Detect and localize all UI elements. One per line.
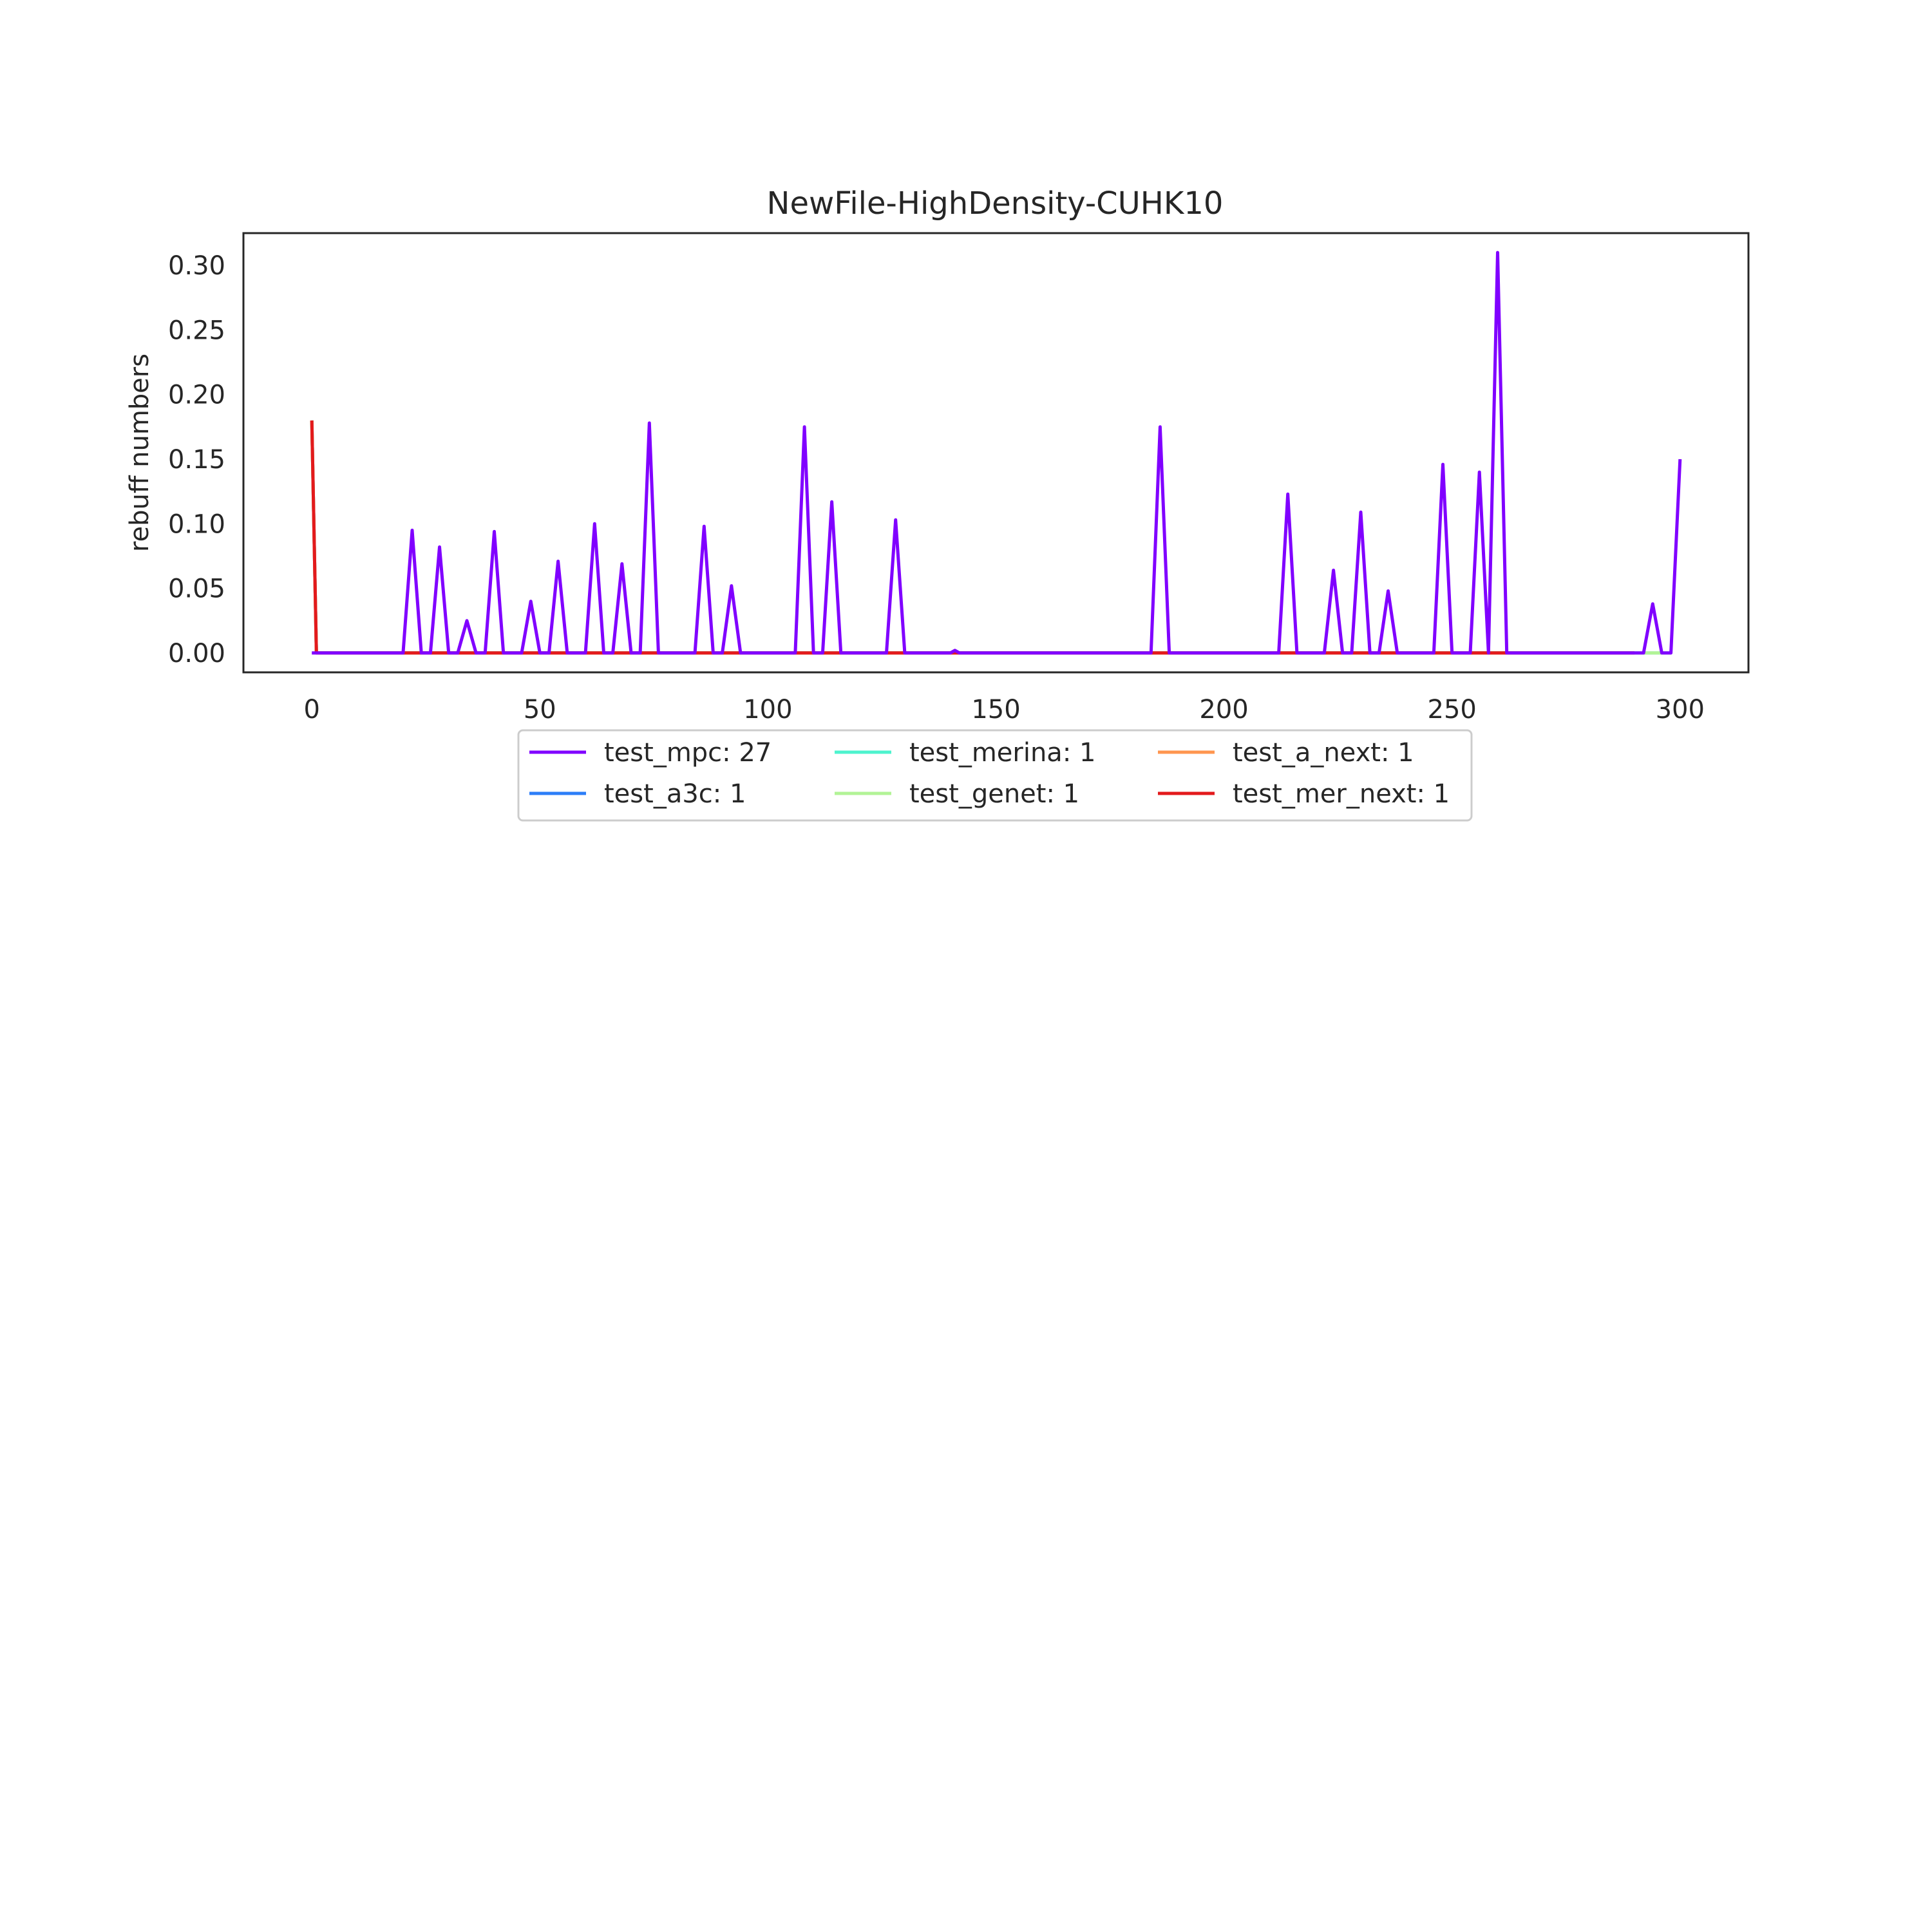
legend-frame <box>517 729 1473 822</box>
legend: test_mpc: 27 test_a3c: 1 test_merina: 1 tes… <box>517 729 1473 822</box>
plot-frame <box>242 232 1750 674</box>
x-tick-label: 150 <box>971 695 1020 724</box>
legend-label: test_a_next: 1 <box>1233 738 1414 768</box>
series-line-0 <box>312 251 1682 655</box>
series-layer <box>310 251 1682 655</box>
x-tick-label: 100 <box>743 695 792 724</box>
legend-label: test_mer_next: 1 <box>1233 779 1450 809</box>
legend-label: test_genet: 1 <box>909 779 1079 809</box>
legend-label: test_mpc: 27 <box>604 738 772 768</box>
y-tick-label: 0.10 <box>168 509 225 539</box>
y-tick-label: 0.30 <box>168 251 225 281</box>
chart-title: NewFile-HighDensity-CUHK10 <box>767 185 1224 222</box>
y-tick-label: 0.00 <box>168 639 225 668</box>
y-tick-label: 0.15 <box>168 445 225 475</box>
y-axis-label: rebuff numbers <box>125 354 155 552</box>
x-tick-label: 0 <box>304 695 320 724</box>
y-tick-label: 0.05 <box>168 574 225 604</box>
y-tick-label: 0.20 <box>168 381 225 410</box>
x-tick-label: 200 <box>1199 695 1248 724</box>
y-tick-label: 0.25 <box>168 316 225 345</box>
legend-label: test_merina: 1 <box>909 738 1095 768</box>
x-axis-ticks: 0 50 100 150 200 250 300 <box>304 695 1705 724</box>
x-tick-label: 300 <box>1656 695 1705 724</box>
x-tick-label: 250 <box>1428 695 1477 724</box>
y-axis-ticks: 0.00 0.05 0.10 0.15 0.20 0.25 0.30 <box>168 251 225 668</box>
x-tick-label: 50 <box>524 695 556 724</box>
legend-label: test_a3c: 1 <box>604 779 746 809</box>
